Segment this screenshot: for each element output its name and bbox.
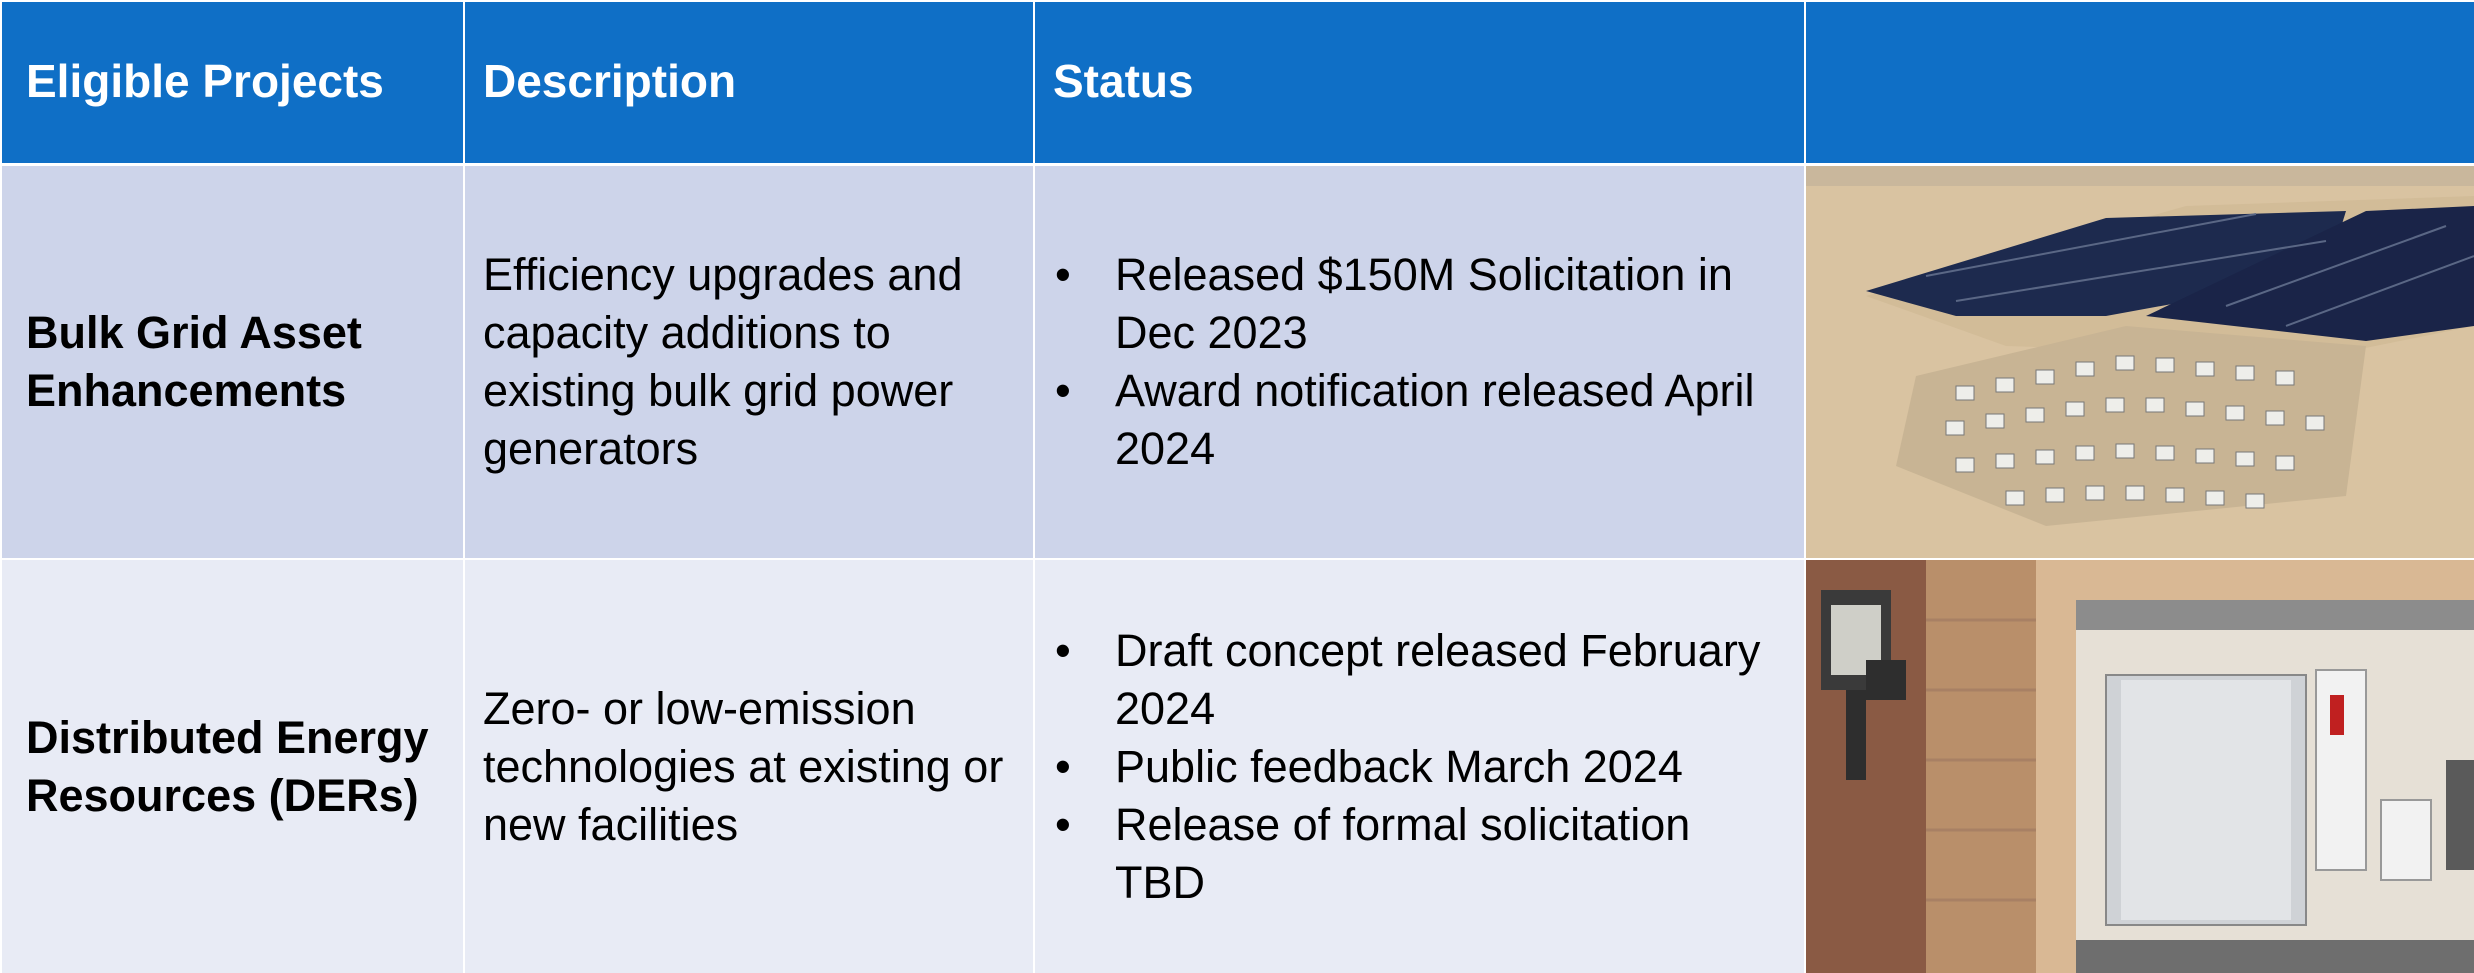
status-item: Public feedback March 2024 [1053,738,1784,796]
description-cell: Zero- or low-emission technologies at ex… [465,560,1033,973]
status-cell: Draft concept released February 2024Publ… [1035,560,1804,973]
solar-farm-photo [1806,166,2474,558]
home-battery-photo [1806,560,2474,973]
header-cell: Status [1035,2,1804,163]
status-item: Draft concept released February 2024 [1053,622,1784,738]
project-cell: Distributed Energy Resources (DERs) [2,560,463,973]
status-list: Draft concept released February 2024Publ… [1053,622,1784,912]
project-cell: Bulk Grid Asset Enhancements [2,166,463,558]
status-item: Award notification released April 2024 [1053,362,1784,478]
header-cell: Description [465,2,1033,163]
status-list: Released $150M Solicitation in Dec 2023A… [1053,246,1784,478]
status-item: Released $150M Solicitation in Dec 2023 [1053,246,1784,362]
header-cell [1806,2,2474,163]
description-cell: Efficiency upgrades and capacity additio… [465,166,1033,558]
status-cell: Released $150M Solicitation in Dec 2023A… [1035,166,1804,558]
header-cell: Eligible Projects [2,2,463,163]
status-item: Release of formal solicitation TBD [1053,796,1784,912]
